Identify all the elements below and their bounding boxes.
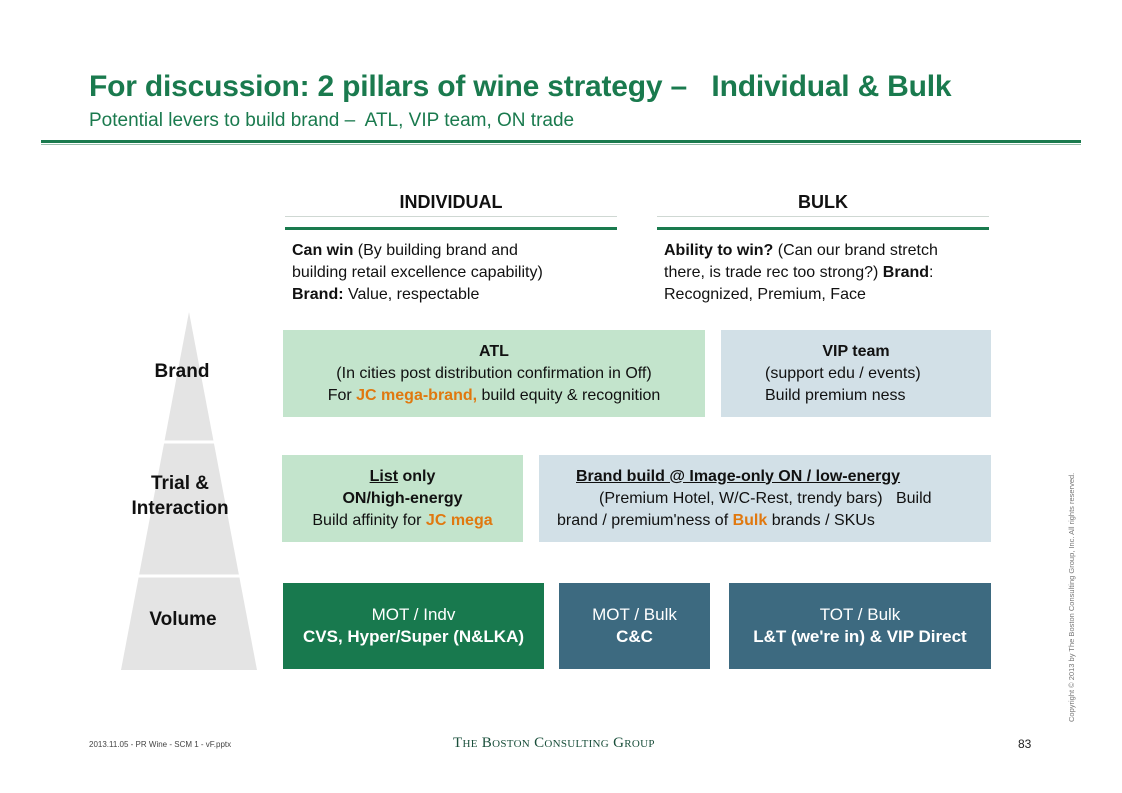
vip-title: VIP team — [822, 342, 890, 360]
list-only-highlight: JC mega — [425, 511, 493, 529]
pyramid-shape — [120, 312, 260, 670]
atl-highlight: JC mega-brand, — [356, 386, 478, 404]
mot-indv-line2: CVS, Hyper/Super (N&LKA) — [302, 627, 525, 646]
mot-bulk-line2: C&C — [616, 627, 653, 646]
individual-brand-value: Value, respectable — [343, 286, 480, 303]
list-only-box: List only ON/high-energy Build affinity … — [282, 455, 523, 542]
mot-indv-line1: MOT / Indv — [371, 605, 456, 624]
bcg-logo: The Boston Consulting Group — [453, 735, 655, 751]
individual-description: Can win (By building brand and building … — [292, 240, 622, 306]
footer-filename: 2013.11.05 - PR Wine - SCM 1 - vF.pptx — [89, 740, 232, 749]
mot-bulk-line1: MOT / Bulk — [592, 605, 677, 624]
list-underlined: List — [369, 467, 399, 485]
list-only-line1: ON/high-energy — [342, 489, 463, 507]
vip-line1: (support edu / events) — [765, 364, 921, 382]
mot-indv-box: MOT / Indv CVS, Hyper/Super (N&LKA) — [283, 583, 544, 669]
title-divider — [41, 140, 1081, 145]
brand-build-line2-suffix: brands / SKUs — [767, 511, 875, 529]
page-number: 83 — [1018, 737, 1032, 751]
brand-build-line1: (Premium Hotel, W/C-Rest, trendy bars) B… — [599, 489, 932, 507]
bulk-ability-to-win: Ability to win? — [664, 242, 774, 259]
atl-line1: (In cities post distribution confirmatio… — [336, 364, 652, 382]
level-label-volume: Volume — [149, 609, 217, 630]
list-only-line2-prefix: Build affinity for — [312, 511, 426, 529]
atl-title: ATL — [479, 342, 509, 360]
individual-desc-text: (By building brand and — [353, 242, 518, 259]
page-title: For discussion: 2 pillars of wine strate… — [89, 70, 952, 103]
mot-bulk-box: MOT / Bulk C&C — [559, 583, 710, 669]
individual-desc-line2: building retail excellence capability) — [292, 264, 543, 281]
bulk-brand-colon: : — [929, 264, 934, 281]
individual-can-win: Can win — [292, 242, 354, 259]
column-header-individual: INDIVIDUAL — [399, 192, 503, 212]
brand-build-title: Brand build @ Image-only ON / low-energy — [576, 467, 901, 485]
bulk-brand-value: Recognized, Premium, Face — [664, 286, 866, 303]
page-subtitle: Potential levers to build brand – ATL, V… — [89, 110, 575, 131]
individual-brand-label: Brand: — [292, 286, 344, 303]
brand-build-highlight: Bulk — [732, 511, 768, 529]
bulk-desc-text: (Can our brand stretch — [773, 242, 938, 259]
level-label-brand: Brand — [154, 361, 210, 382]
tot-bulk-line2: L&T (we're in) & VIP Direct — [753, 627, 967, 646]
brand-build-box: Brand build @ Image-only ON / low-energy… — [539, 455, 991, 542]
vip-team-box: VIP team (support edu / events) Build pr… — [721, 330, 991, 417]
bulk-description: Ability to win? (Can our brand stretch t… — [664, 240, 994, 306]
atl-line2: For JC mega-brand, build equity & recogn… — [283, 385, 705, 407]
list-only-line2: Build affinity for JC mega — [282, 510, 523, 532]
bulk-desc-line2: there, is trade rec too strong?) — [664, 264, 883, 281]
level-label-trial-interaction: Trial & Interaction — [131, 473, 229, 519]
vip-line2: Build premium ness — [765, 386, 906, 404]
atl-line2-prefix: For — [327, 386, 357, 404]
list-only-title-rest: only — [398, 467, 436, 485]
atl-box: ATL (In cities post distribution confirm… — [283, 330, 705, 417]
atl-line2-suffix: build equity & recognition — [477, 386, 661, 404]
copyright-notice: Copyright © 2013 by The Boston Consultin… — [1067, 472, 1076, 722]
tot-bulk-box: TOT / Bulk L&T (we're in) & VIP Direct — [729, 583, 991, 669]
bulk-brand-label: Brand — [882, 264, 930, 281]
brand-build-line2: brand / premium'ness of Bulk brands / SK… — [539, 510, 991, 532]
brand-build-line2-prefix: brand / premium'ness of — [557, 511, 733, 529]
list-only-title: List only — [282, 466, 523, 488]
tot-bulk-line1: TOT / Bulk — [819, 605, 901, 624]
pyramid-triangle — [121, 312, 257, 670]
column-header-bulk: BULK — [798, 192, 848, 212]
